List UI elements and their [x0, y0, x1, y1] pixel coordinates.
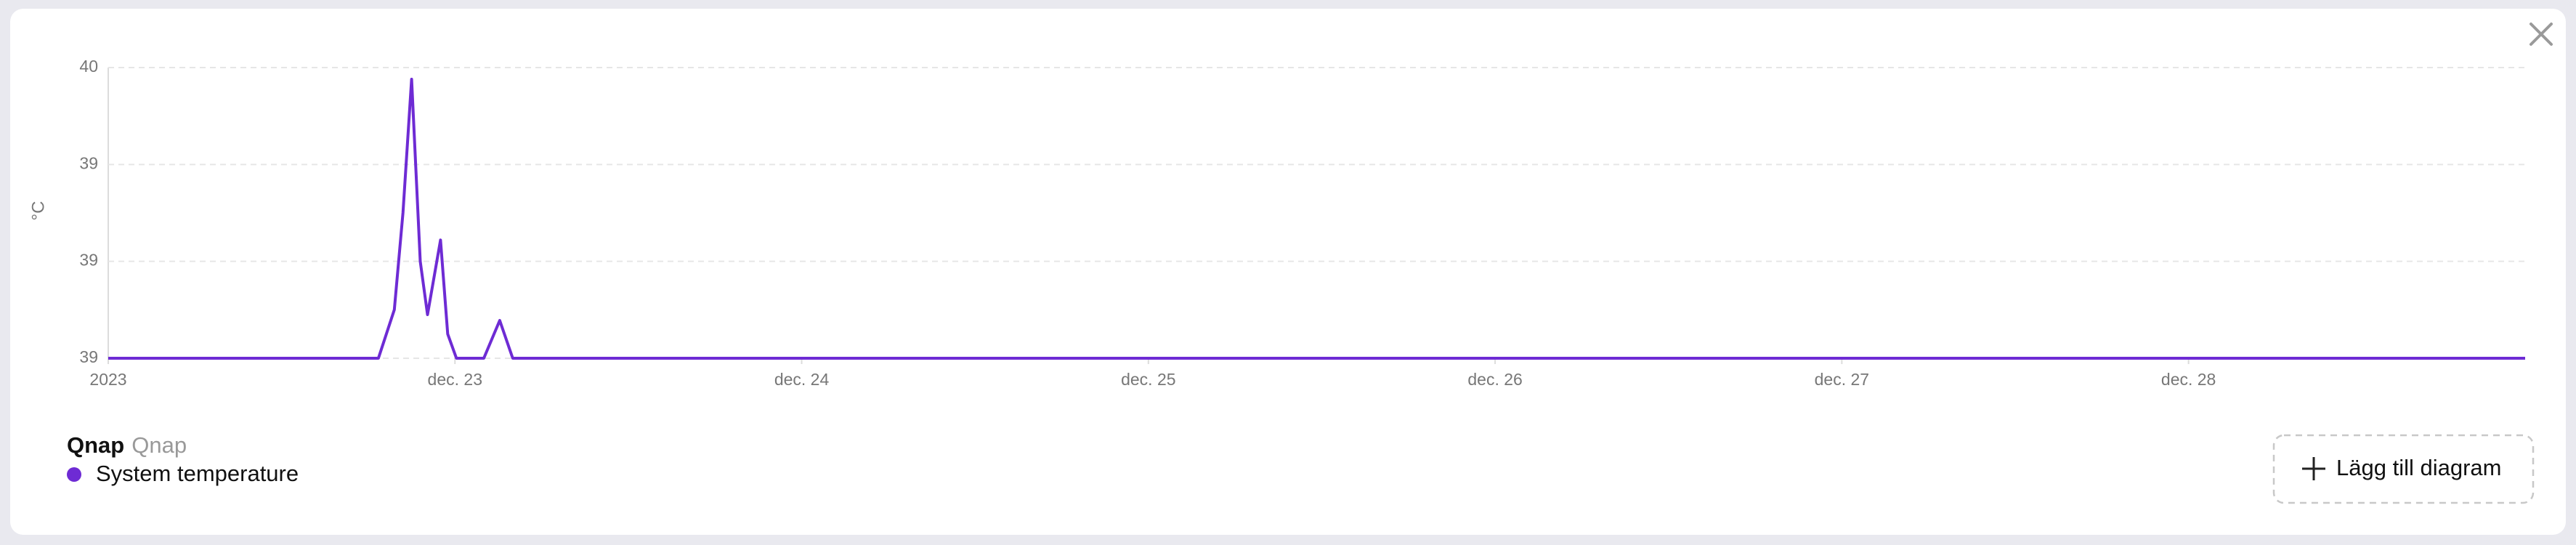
x-tick-label: dec. 24 — [774, 370, 830, 389]
button-label: Lägg till diagram — [2336, 455, 2501, 480]
button-border — [2272, 434, 2535, 504]
close-button[interactable] — [2530, 23, 2553, 46]
x-tick-label: dec. 26 — [1467, 370, 1522, 389]
line-series — [108, 78, 2525, 360]
legend-marker — [67, 467, 81, 482]
x-tick-label: dec. 23 — [428, 370, 482, 389]
y-tick-label: 40 — [79, 57, 98, 76]
y-tick-label: 39 — [79, 347, 98, 366]
card-background — [10, 9, 2566, 535]
legend-item[interactable]: System temperature — [67, 461, 299, 486]
x-tick-label: 2023 — [89, 370, 126, 389]
y-tick-label: 39 — [79, 153, 98, 172]
x-tick-label: dec. 28 — [2161, 370, 2216, 389]
x-tick-label: dec. 27 — [1815, 370, 1869, 389]
y-tick-label: 39 — [79, 251, 98, 270]
legend-area: Qnap — [131, 432, 187, 458]
legend-device: Qnap — [67, 432, 124, 458]
legend-label: System temperature — [96, 461, 299, 486]
close-icon — [2530, 23, 2553, 46]
plot-area: 39 39 39 40 2023 dec. 23 dec. 24 dec. 25 dec. 26… — [79, 57, 2525, 389]
y-axis-label: °C — [28, 201, 48, 221]
add-chart-button[interactable]: Lägg till diagram — [2272, 434, 2535, 504]
x-tick-label: dec. 25 — [1121, 370, 1175, 389]
